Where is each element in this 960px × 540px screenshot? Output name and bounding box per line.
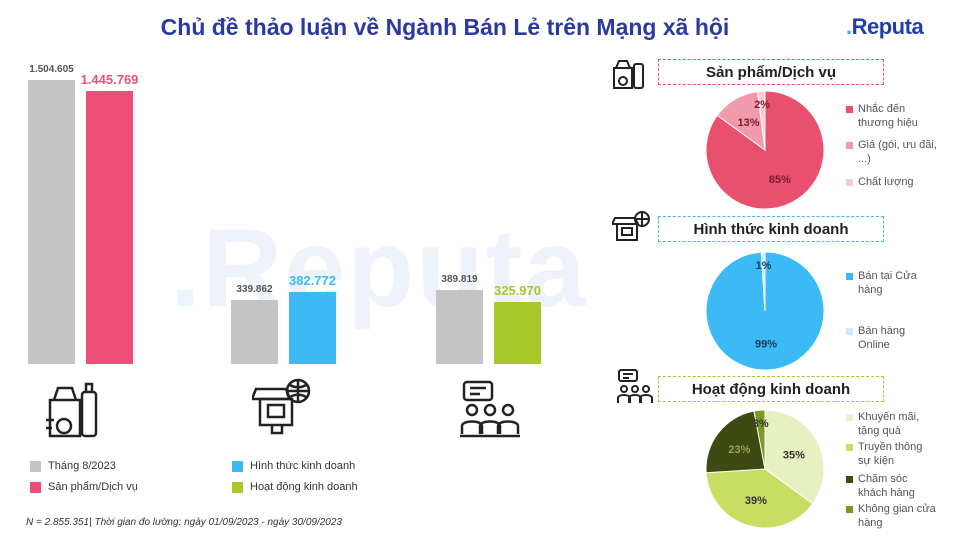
pie-slice-label: 3%: [753, 418, 769, 430]
bar-baseline-label: 389.819: [441, 274, 478, 286]
panel-title-business-activity: Hoạt động kinh doanh: [658, 376, 884, 402]
pie-slice: [705, 410, 766, 474]
legend-swatch: [846, 414, 853, 421]
pie-slice: [764, 409, 825, 505]
pie-slice: [757, 90, 766, 151]
pie-slice-label: 1%: [756, 260, 772, 272]
pie-slice-label: 13%: [737, 117, 759, 129]
legend-swatch: [846, 142, 853, 149]
pie1-legend-price: Giá (gói, ưu đãi, ...): [846, 138, 938, 166]
legend-swatch: [846, 444, 853, 451]
grocery-icon: [613, 60, 644, 89]
pie-slice: [753, 409, 766, 470]
pie-slice: [705, 468, 814, 529]
pie-slice-label: 2%: [754, 99, 770, 111]
legend-item-product: Sản phẩm/Dịch vụ: [30, 481, 138, 493]
pie-slice-label: 35%: [783, 449, 805, 461]
page-title: Chủ đề thảo luận về Ngành Bán Lẻ trên Mạ…: [160, 14, 730, 40]
legend-swatch: [846, 106, 853, 113]
bar-baseline: [436, 290, 483, 364]
bar-baseline-label: 1.504.605: [29, 64, 74, 75]
legend-swatch: [846, 328, 853, 335]
pie1-legend-brand: Nhắc đến thương hiệu: [846, 102, 938, 130]
pie-slice-label: 99%: [755, 338, 777, 350]
online-store-icon: [252, 378, 311, 435]
pie3-legend-promo: Khuyến mãi, tặng quà: [846, 410, 938, 438]
bar-value-label: 325.970: [494, 283, 541, 299]
bar-value-label: 1.445.769: [80, 72, 139, 88]
bar-baseline: [28, 80, 75, 364]
bar-value: [86, 91, 133, 364]
pie2-legend-in-store: Bán tại Cửa hàng: [846, 269, 928, 297]
pie-slice: [705, 90, 825, 210]
legend-swatch: [846, 273, 853, 280]
legend-swatch: [232, 460, 243, 472]
pie-slice: [716, 90, 766, 152]
pie3-legend-care: Chăm sóc khách hàng: [846, 472, 938, 500]
legend-swatch: [846, 476, 853, 483]
legend-item-business-activity: Hoạt động kinh doanh: [232, 481, 358, 493]
bar-value: [494, 302, 541, 364]
pie2-legend-online: Bán hàng Online: [846, 324, 928, 352]
legend-swatch: [30, 481, 41, 493]
reputa-logo: .Reputa: [846, 14, 924, 39]
pie-slice-label: 85%: [769, 174, 791, 186]
panel-title-product: Sản phẩm/Dịch vụ: [658, 59, 884, 85]
bar-baseline: [231, 299, 278, 364]
pie1-legend-quality: Chất lượng: [846, 175, 938, 189]
meeting-group-icon: [460, 380, 520, 438]
pie-slice-label: 23%: [728, 444, 750, 456]
legend-item-business-form: Hình thức kinh doanh: [232, 460, 355, 472]
store-icon: [612, 211, 650, 241]
legend-swatch: [232, 481, 243, 493]
pie3-legend-space: Không gian cửa hàng: [846, 502, 938, 530]
pie-slice-label: 39%: [745, 495, 767, 507]
legend-swatch: [846, 506, 853, 513]
pie-slice: [705, 251, 825, 371]
pie-slice: [760, 251, 766, 312]
bar-value-label: 382.772: [289, 272, 336, 288]
legend-item-baseline: Tháng 8/2023: [30, 460, 116, 472]
legend-swatch: [30, 460, 41, 472]
grocery-bag-icon: [46, 382, 98, 438]
legend-swatch: [846, 179, 853, 186]
pie3-legend-media: Truyền thông sự kiện: [846, 440, 938, 468]
panel-title-business-form: Hình thức kinh doanh: [658, 216, 884, 242]
bar-value: [289, 291, 336, 364]
people-icon: [617, 369, 653, 403]
footnote: N = 2.855.351| Thời gian đo lường: ngày …: [26, 517, 342, 528]
bar-baseline-label: 339.862: [236, 283, 273, 295]
